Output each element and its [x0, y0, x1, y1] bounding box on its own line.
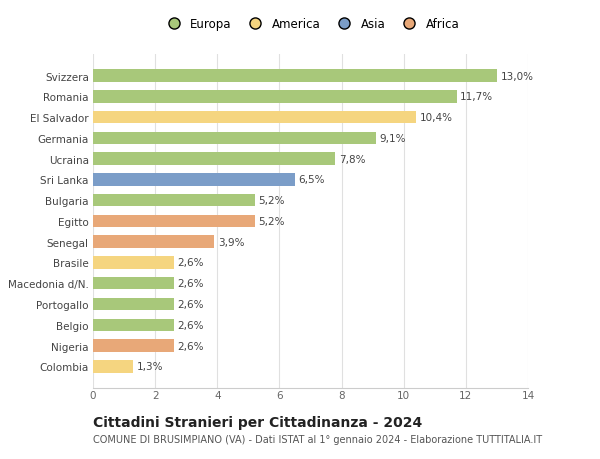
Bar	[93, 360, 133, 373]
Bar	[93, 153, 335, 166]
Bar	[93, 257, 174, 269]
Bar	[93, 340, 174, 352]
Text: 6,5%: 6,5%	[299, 175, 325, 185]
Text: 10,4%: 10,4%	[420, 113, 453, 123]
Bar	[93, 236, 214, 248]
Bar	[93, 319, 174, 331]
Text: 2,6%: 2,6%	[178, 279, 204, 289]
Text: Cittadini Stranieri per Cittadinanza - 2024: Cittadini Stranieri per Cittadinanza - 2…	[93, 415, 422, 429]
Text: 9,1%: 9,1%	[379, 134, 406, 144]
Bar	[93, 70, 497, 83]
Bar	[93, 277, 174, 290]
Bar	[93, 112, 416, 124]
Text: 1,3%: 1,3%	[137, 362, 164, 371]
Text: 11,7%: 11,7%	[460, 92, 493, 102]
Bar	[93, 174, 295, 186]
Text: COMUNE DI BRUSIMPIANO (VA) - Dati ISTAT al 1° gennaio 2024 - Elaborazione TUTTIT: COMUNE DI BRUSIMPIANO (VA) - Dati ISTAT …	[93, 434, 542, 444]
Text: 7,8%: 7,8%	[339, 154, 365, 164]
Bar	[93, 195, 254, 207]
Legend: Europa, America, Asia, Africa: Europa, America, Asia, Africa	[162, 18, 459, 31]
Text: 2,6%: 2,6%	[178, 299, 204, 309]
Text: 2,6%: 2,6%	[178, 258, 204, 268]
Text: 5,2%: 5,2%	[259, 217, 285, 226]
Text: 5,2%: 5,2%	[259, 196, 285, 206]
Bar	[93, 91, 457, 103]
Bar	[93, 298, 174, 311]
Bar	[93, 215, 254, 228]
Text: 2,6%: 2,6%	[178, 320, 204, 330]
Bar	[93, 132, 376, 145]
Text: 3,9%: 3,9%	[218, 237, 244, 247]
Text: 13,0%: 13,0%	[500, 72, 533, 81]
Text: 2,6%: 2,6%	[178, 341, 204, 351]
